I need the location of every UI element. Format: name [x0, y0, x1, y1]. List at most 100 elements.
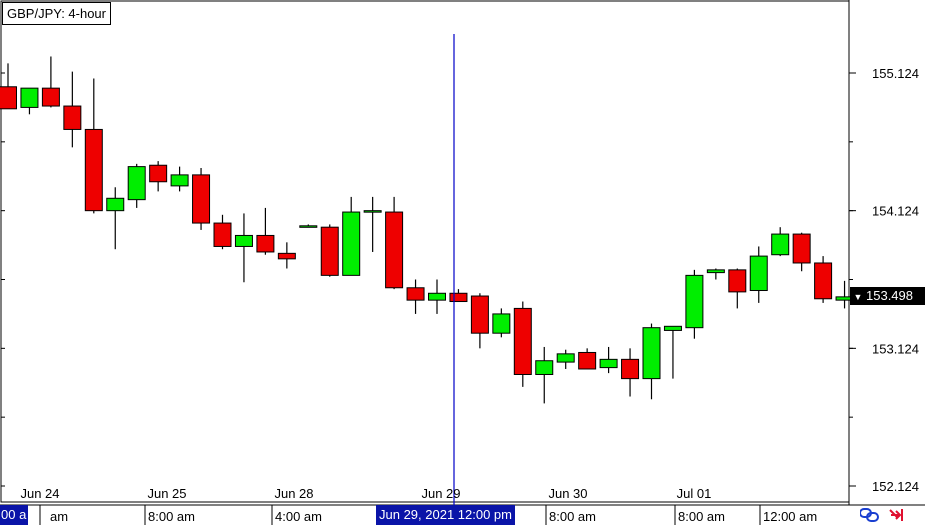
bearish-candle-body [256, 234, 275, 253]
left-axis-ticks [1, 72, 5, 487]
cursor-time-tag: Jun 29, 2021 12:00 pm [376, 505, 515, 525]
candle [470, 293, 489, 349]
chart-frame [0, 0, 850, 503]
bearish-candle-body [728, 269, 747, 293]
candle [513, 301, 532, 387]
bearish-candle-body [84, 128, 103, 212]
candle [556, 349, 575, 369]
date-label: Jun 24 [20, 486, 59, 501]
bullish-candle-body [106, 197, 125, 212]
candle [749, 246, 768, 303]
bearish-candle-body [513, 307, 532, 375]
bearish-candle-body [814, 262, 833, 300]
candle [84, 78, 103, 214]
price-axis-ticks: 155.124 154.124 153.124 152.124 [849, 66, 919, 494]
candle [385, 196, 404, 290]
bearish-candle-body [449, 292, 468, 303]
price-tick-label: 155.124 [872, 66, 919, 81]
current-price-tag: ▼ 153.498 [850, 287, 925, 305]
bullish-candle-body [234, 234, 253, 247]
bullish-candle-body [642, 327, 661, 380]
candle [535, 346, 554, 404]
bullish-candle-body [663, 325, 682, 331]
candle [363, 196, 382, 252]
candle [20, 87, 39, 115]
candle [642, 323, 661, 400]
candle [728, 268, 747, 309]
candle [41, 56, 60, 108]
candle [192, 167, 211, 230]
candle [170, 166, 189, 192]
bullish-candle-body [299, 225, 318, 228]
bullish-candle-body [685, 274, 704, 329]
candle [213, 214, 232, 250]
candle [127, 163, 146, 208]
price-tick-label: 153.124 [872, 341, 919, 356]
time-label: 4:00 am [275, 509, 322, 524]
time-label: 8:00 am [549, 509, 596, 524]
bullish-candle-body [771, 233, 790, 256]
bullish-candle-body [170, 174, 189, 187]
bearish-candle-body [792, 233, 811, 264]
bottom-toolbar [859, 505, 920, 525]
candle [149, 161, 168, 192]
price-marker-icon: ▼ [853, 292, 863, 302]
bullish-candle-body [556, 353, 575, 363]
candle [234, 213, 253, 283]
date-label: Jun 30 [548, 486, 587, 501]
arrow-to-right-icon[interactable] [889, 509, 903, 521]
bearish-candle-body [0, 86, 17, 110]
bullish-candle-body [492, 313, 511, 334]
candle [320, 224, 339, 277]
bearish-candle-body [578, 351, 597, 370]
date-labels: Jun 24 Jun 25 Jun 28 Jun 29 Jun 30 Jul 01 [20, 486, 711, 501]
candle [428, 279, 446, 314]
time-label: 8:00 am [678, 509, 725, 524]
candle [299, 224, 318, 228]
bearish-candle-body [320, 226, 339, 276]
candle [492, 308, 511, 338]
bullish-candle-body [363, 210, 382, 213]
time-label: 12:00 am [763, 509, 817, 524]
candle [449, 289, 468, 303]
bullish-candle-body [535, 360, 554, 375]
time-label: 8:00 am [148, 509, 195, 524]
date-label: Jun 29 [421, 486, 460, 501]
price-tick-label: 154.124 [872, 204, 919, 219]
bearish-candle-body [406, 287, 425, 301]
bearish-candle-body [385, 211, 404, 289]
candle [685, 269, 704, 339]
candle [63, 71, 82, 148]
bearish-candle-body [41, 87, 60, 107]
candle [621, 348, 640, 397]
bullish-candle-body [127, 166, 146, 201]
bullish-candle-body [749, 255, 768, 292]
candle [771, 227, 790, 257]
candle [792, 232, 811, 272]
bullish-candle-body [342, 211, 361, 276]
bullish-candle-body [706, 269, 725, 274]
bullish-candle-body [20, 87, 39, 108]
candle [106, 187, 125, 250]
bearish-candle-body [621, 358, 640, 380]
bearish-candle-body [277, 252, 296, 260]
candle [599, 346, 618, 374]
candle [706, 268, 725, 280]
date-label: Jun 28 [274, 486, 313, 501]
candle [814, 256, 833, 303]
bearish-candle-body [213, 222, 232, 247]
candles-group [0, 56, 854, 404]
bearish-candle-body [470, 295, 489, 334]
candle [0, 63, 17, 110]
bearish-candle-body [149, 164, 168, 183]
bullish-candle-body [599, 358, 618, 369]
current-price-value: 153.498 [866, 288, 913, 303]
candle [578, 348, 597, 370]
candle [342, 196, 361, 276]
bullish-candle-body [428, 292, 446, 301]
link-icon[interactable] [859, 508, 879, 522]
date-label: Jul 01 [677, 486, 712, 501]
time-labels: am 8:00 am 4:00 am 8:00 am 8:00 am 12:00 am [39, 505, 817, 525]
chart-title: GBP/JPY: 4-hour [2, 2, 111, 25]
